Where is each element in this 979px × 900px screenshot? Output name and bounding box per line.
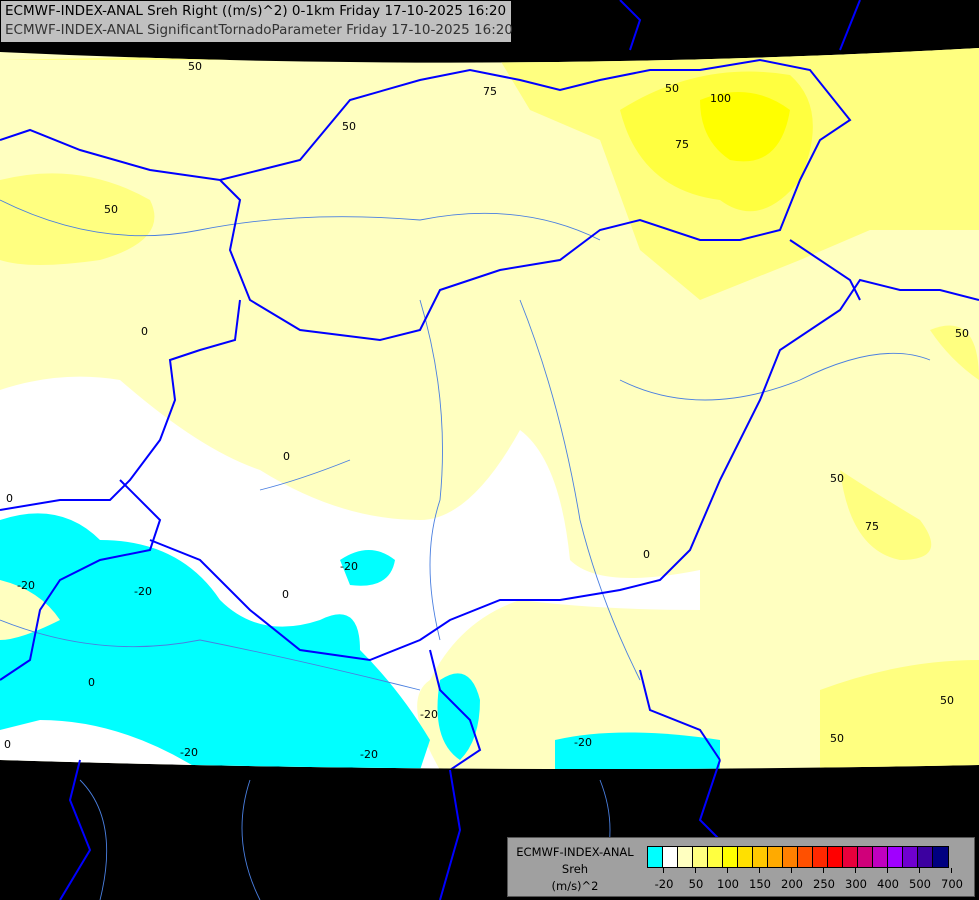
contour-label: -20 <box>360 748 378 761</box>
contour-label: -20 <box>180 746 198 759</box>
contour-label: -20 <box>340 560 358 573</box>
contour-label: 0 <box>282 588 289 601</box>
contour-label: 75 <box>675 138 689 151</box>
legend-tick-label: 250 <box>813 877 835 891</box>
contour-label: 0 <box>141 325 148 338</box>
legend-tick-label: 50 <box>688 877 704 891</box>
contour-label: -20 <box>134 585 152 598</box>
legend-swatch <box>798 847 813 867</box>
contour-label: 0 <box>88 676 95 689</box>
contour-label: 50 <box>955 327 969 340</box>
legend-tick <box>855 868 856 873</box>
region-yellow-100 <box>700 92 790 162</box>
contour-label: 50 <box>940 694 954 707</box>
legend-tick <box>759 868 760 873</box>
region-light-yellow-ne <box>930 325 979 380</box>
legend-tick <box>951 868 952 873</box>
contour-label: -20 <box>420 708 438 721</box>
contour-label: -20 <box>17 579 35 592</box>
legend-title: ECMWF-INDEX-ANAL Sreh (m/s)^2 <box>512 844 638 895</box>
country-borders <box>0 58 979 769</box>
legend-tick-label: -20 <box>654 877 674 891</box>
legend-swatch <box>828 847 843 867</box>
legend-swatch <box>663 847 678 867</box>
legend-swatch <box>918 847 933 867</box>
contour-labels: 50 75 50 50 100 75 50 50 0 0 0 0 50 75 -… <box>4 60 969 761</box>
contour-label: 75 <box>865 520 879 533</box>
legend-swatch <box>888 847 903 867</box>
legend-tick <box>919 868 920 873</box>
legend-ticks: -20 50 100 150 200 250 300 400 500 700 <box>647 868 967 894</box>
title-line-sreh: ECMWF-INDEX-ANAL Sreh Right ((m/s)^2) 0-… <box>5 3 507 19</box>
contour-label: 0 <box>643 548 650 561</box>
legend-tick <box>727 868 728 873</box>
contour-label: 100 <box>710 92 731 105</box>
legend-variable: Sreh <box>561 862 589 876</box>
legend-swatch <box>708 847 723 867</box>
legend-tick <box>791 868 792 873</box>
contour-label: 75 <box>483 85 497 98</box>
legend-swatch <box>648 847 663 867</box>
contour-label: -20 <box>574 736 592 749</box>
region-light-yellow-east <box>840 470 932 560</box>
region-light-yellow-se <box>820 660 979 769</box>
contour-label: 50 <box>342 120 356 133</box>
legend-swatch <box>768 847 783 867</box>
legend-swatch <box>678 847 693 867</box>
legend-swatch <box>858 847 873 867</box>
legend-swatch <box>738 847 753 867</box>
legend-tick-label: 100 <box>717 877 739 891</box>
contour-label: 50 <box>188 60 202 73</box>
contour-label: 50 <box>665 82 679 95</box>
legend-tick-label: 150 <box>749 877 771 891</box>
color-legend: ECMWF-INDEX-ANAL Sreh (m/s)^2 -20 50 100 15… <box>507 837 975 897</box>
contour-label: 0 <box>283 450 290 463</box>
contour-label: 0 <box>4 738 11 751</box>
legend-tick <box>695 868 696 873</box>
legend-swatches <box>647 846 949 868</box>
region-cyan-south <box>555 732 720 769</box>
region-cyan-small <box>340 550 395 586</box>
legend-tick-label: 300 <box>845 877 867 891</box>
legend-tick-label: 200 <box>781 877 803 891</box>
title-box: ECMWF-INDEX-ANAL Sreh Right ((m/s)^2) 0-… <box>0 0 513 43</box>
legend-tick <box>887 868 888 873</box>
legend-tick-label: 500 <box>909 877 931 891</box>
legend-swatch <box>723 847 738 867</box>
region-cyan-mid <box>437 673 480 760</box>
legend-unit: (m/s)^2 <box>551 879 599 893</box>
legend-swatch <box>783 847 798 867</box>
contour-label: 50 <box>830 472 844 485</box>
rivers <box>0 199 931 691</box>
region-light-yellow-west <box>0 173 155 265</box>
legend-tick-label: 700 <box>941 877 963 891</box>
legend-swatch <box>813 847 828 867</box>
legend-tick <box>663 868 664 873</box>
legend-tick-label: 400 <box>877 877 899 891</box>
legend-tick <box>823 868 824 873</box>
contour-label: 0 <box>6 492 13 505</box>
legend-swatch <box>903 847 918 867</box>
contour-label: 50 <box>104 203 118 216</box>
region-pale-island <box>0 580 60 640</box>
legend-swatch <box>873 847 888 867</box>
region-cyan-west <box>0 513 430 769</box>
contour-label: 50 <box>830 732 844 745</box>
title-line-stp: ECMWF-INDEX-ANAL SignificantTornadoParam… <box>5 22 513 38</box>
legend-swatch <box>693 847 708 867</box>
legend-swatch <box>933 847 948 867</box>
legend-model: ECMWF-INDEX-ANAL <box>516 845 634 859</box>
legend-swatch <box>753 847 768 867</box>
legend-swatch <box>843 847 858 867</box>
